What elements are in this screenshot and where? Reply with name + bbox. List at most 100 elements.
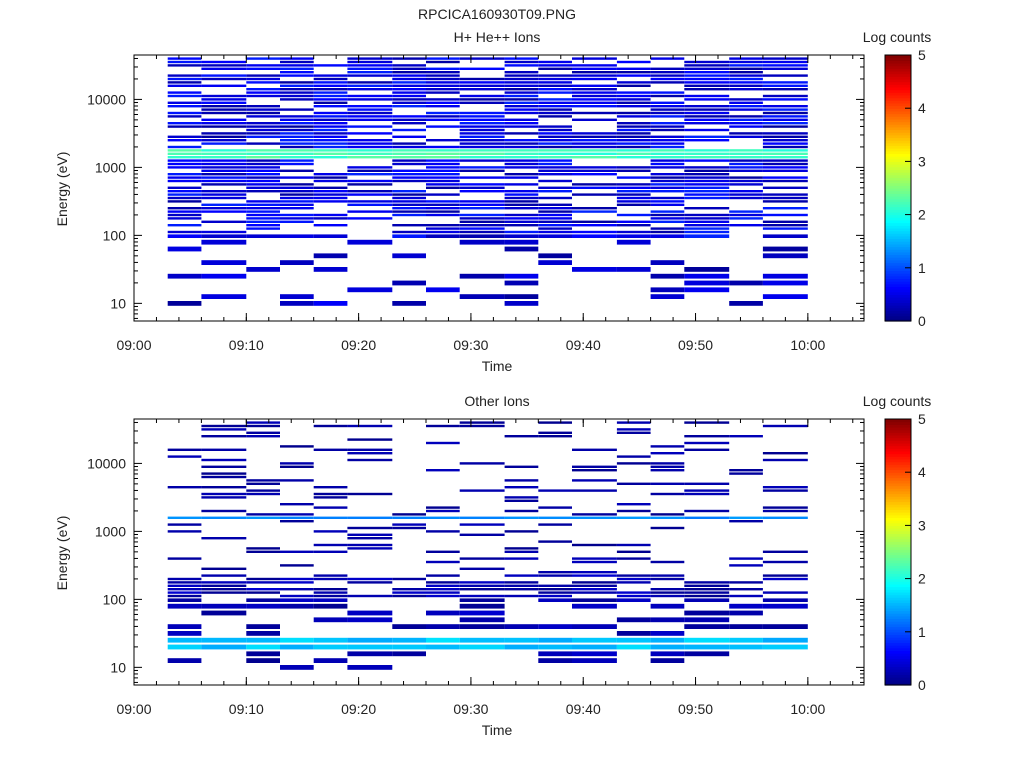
colorbar-swatch bbox=[885, 440, 911, 444]
heatmap-cell bbox=[201, 60, 247, 64]
heatmap-cell bbox=[459, 424, 505, 428]
heatmap-cell bbox=[246, 162, 280, 166]
heatmap-cell bbox=[167, 557, 202, 560]
heatmap-cell bbox=[762, 186, 808, 189]
x-tick-label: 09:50 bbox=[678, 337, 713, 353]
heatmap-cell bbox=[347, 60, 393, 64]
colorbar-swatch bbox=[885, 610, 911, 614]
heatmap-cell bbox=[280, 577, 314, 581]
colorbar-swatch bbox=[885, 605, 911, 609]
heatmap-cell bbox=[616, 428, 651, 431]
heatmap-cell bbox=[201, 610, 247, 616]
colorbar-swatch bbox=[885, 302, 911, 306]
heatmap-cell bbox=[684, 176, 730, 179]
heatmap-cell bbox=[459, 152, 505, 155]
heatmap-cell bbox=[347, 617, 393, 623]
colorbar-swatch bbox=[885, 211, 911, 216]
heatmap-cell bbox=[762, 220, 808, 223]
heatmap-cell bbox=[280, 88, 314, 91]
heatmap-cell bbox=[167, 94, 202, 98]
heatmap-cell bbox=[459, 81, 505, 84]
heatmap-cell bbox=[426, 77, 460, 81]
axes: 09:00 09:10 09:20 09:30 09:40 09:50 10:00 10 100… bbox=[87, 54, 865, 353]
heatmap-cell bbox=[684, 267, 730, 272]
heatmap-cell bbox=[650, 287, 685, 293]
heatmap-cell bbox=[729, 166, 763, 169]
heatmap-cell bbox=[426, 224, 460, 227]
heatmap-cell bbox=[538, 523, 572, 526]
heatmap-cell bbox=[201, 207, 247, 210]
heatmap-cell bbox=[616, 142, 651, 145]
heatmap-cell bbox=[459, 227, 505, 230]
colorbar-swatch bbox=[885, 206, 911, 210]
colorbar-swatch bbox=[885, 214, 911, 218]
heatmap-cell bbox=[167, 224, 202, 227]
heatmap-cell bbox=[616, 431, 651, 434]
colorbar-swatch bbox=[885, 496, 911, 500]
heatmap-cell bbox=[426, 139, 460, 142]
x-tick-label: 09:50 bbox=[678, 701, 713, 717]
colorbar-swatch bbox=[885, 645, 911, 649]
heatmap-cell bbox=[572, 624, 617, 629]
heatmap-cell bbox=[504, 94, 539, 98]
heatmap-cell bbox=[650, 139, 685, 142]
heatmap-cell bbox=[729, 156, 763, 159]
heatmap-cell bbox=[504, 88, 539, 91]
heatmap-cell bbox=[347, 94, 393, 98]
heatmap-cell bbox=[392, 193, 426, 196]
heatmap-cell bbox=[167, 301, 202, 306]
heatmap-cell bbox=[313, 88, 348, 91]
heatmap-cell bbox=[538, 227, 572, 230]
heatmap-cell bbox=[729, 64, 763, 67]
heatmap-cell bbox=[684, 183, 730, 186]
heatmap-cell bbox=[572, 210, 617, 213]
heatmap-cell bbox=[347, 210, 393, 213]
heatmap-cell bbox=[684, 166, 730, 169]
heatmap-cell bbox=[167, 448, 202, 451]
heatmap-cell bbox=[392, 88, 426, 91]
heatmap-cell bbox=[762, 94, 808, 98]
heatmap-cell bbox=[616, 111, 651, 115]
colorbar-tick-label: 2 bbox=[918, 207, 926, 223]
heatmap-cell bbox=[280, 588, 314, 591]
heatmap-cell bbox=[650, 162, 685, 166]
heatmap-cell bbox=[729, 224, 763, 227]
heatmap-cell bbox=[347, 84, 393, 87]
heatmap-cell bbox=[347, 81, 393, 84]
colorbar-swatch bbox=[885, 623, 911, 628]
colorbar-tick-label: 3 bbox=[918, 153, 926, 169]
heatmap-cell bbox=[167, 149, 202, 152]
heatmap-cell bbox=[538, 421, 572, 424]
y-tick-label: 100 bbox=[103, 227, 127, 243]
heatmap-cell bbox=[201, 584, 247, 587]
heatmap-cell bbox=[650, 125, 685, 128]
heatmap-cell bbox=[201, 220, 247, 223]
heatmap-cell bbox=[201, 588, 247, 591]
heatmap-cell bbox=[684, 190, 730, 193]
heatmap-cell bbox=[684, 193, 730, 196]
heatmap-cell bbox=[538, 571, 572, 574]
heatmap-cell bbox=[650, 108, 685, 111]
heatmap-cell bbox=[538, 101, 572, 104]
heatmap-cell bbox=[459, 98, 505, 101]
heatmap-cell bbox=[246, 207, 280, 210]
heatmap-cell bbox=[201, 156, 247, 159]
colorbar-swatch bbox=[885, 618, 911, 622]
colorbar-swatch bbox=[885, 289, 911, 293]
heatmap-cell bbox=[201, 424, 247, 428]
heatmap-cell bbox=[572, 658, 617, 663]
heatmap-cell bbox=[616, 115, 651, 118]
heatmap-cell bbox=[762, 213, 808, 217]
heatmap-cell bbox=[280, 513, 314, 516]
heatmap-cell bbox=[392, 644, 426, 650]
heatmap-cell bbox=[650, 445, 685, 448]
panel-title: Other Ions bbox=[464, 393, 529, 409]
heatmap-cell bbox=[762, 227, 808, 230]
heatmap-cell bbox=[538, 624, 572, 629]
heatmap-cell bbox=[392, 115, 426, 118]
x-tick-label: 09:00 bbox=[116, 701, 151, 717]
heatmap-cell bbox=[504, 486, 539, 489]
heatmap-cell bbox=[572, 71, 617, 74]
heatmap-cell bbox=[762, 81, 808, 84]
